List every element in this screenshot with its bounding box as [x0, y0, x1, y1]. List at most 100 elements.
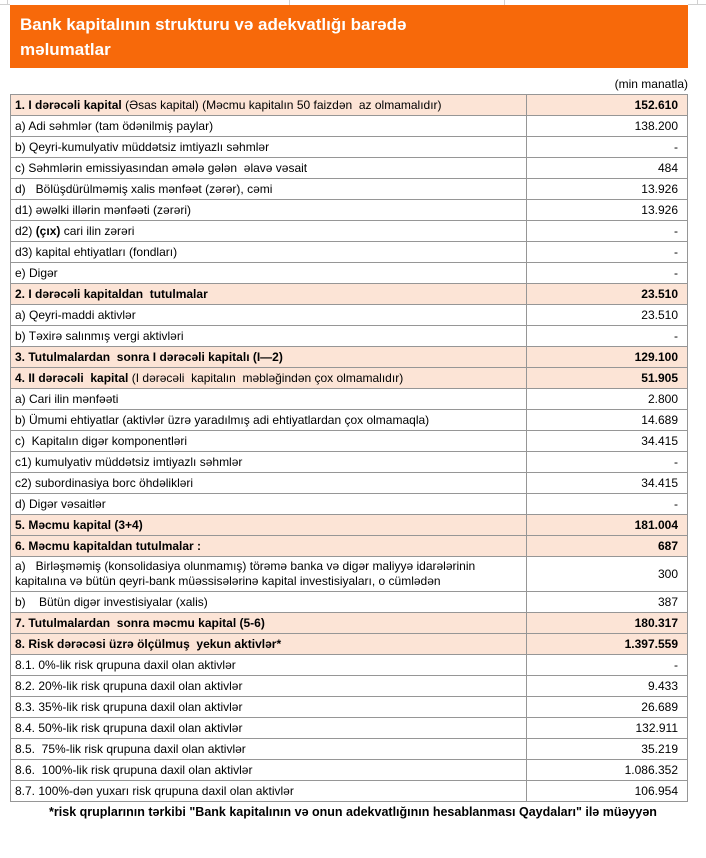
table-row: e) Digər - [11, 263, 687, 284]
row-label: 8.1. 0%-lik risk qrupuna daxil olan akti… [11, 655, 527, 675]
row-label: a) Qeyri-maddi aktivlər [11, 305, 527, 325]
row-value: - [674, 454, 678, 469]
table-row: 7. Tutulmalardan sonra məcmu kapital (5-… [11, 613, 687, 634]
row-label: c2) subordinasiya borc öhdəlikləri [11, 473, 527, 493]
row-value: 1.397.559 [624, 636, 678, 651]
row-value: - [674, 139, 678, 154]
table-row: a) Qeyri-maddi aktivlər 23.510 [11, 305, 687, 326]
row-value: 1.086.352 [624, 762, 678, 777]
grid-line [697, 0, 698, 5]
row-label: 8.4. 50%-lik risk qrupuna daxil olan akt… [11, 718, 527, 738]
row-value: 9.433 [647, 678, 678, 693]
row-value: - [674, 265, 678, 280]
row-value: 51.905 [641, 370, 678, 385]
row-label: b) Ümumi ehtiyatlar (aktivlər üzrə yarad… [11, 410, 527, 430]
row-value: - [674, 244, 678, 259]
capital-table: 1. I dərəcəli kapital (Əsas kapital) (Mə… [10, 94, 688, 802]
page-title-line2: məlumatlar [20, 40, 111, 59]
row-label: 3. Tutulmalardan sonra I dərəcəli kapita… [11, 347, 527, 367]
footnote: *risk qruplarının tərkibi "Bank kapitalı… [49, 805, 657, 819]
row-value: - [674, 657, 678, 672]
row-value: 23.510 [641, 307, 678, 322]
row-value: 26.689 [641, 699, 678, 714]
row-label: c) Səhmlərin emissiyasından əmələ gələn … [11, 158, 527, 178]
row-value: 129.100 [634, 349, 678, 364]
row-label: b) Qeyri-kumulyativ müddətsiz imtiyazlı … [11, 137, 527, 157]
row-value: 152.610 [634, 97, 678, 112]
table-row: c1) kumulyativ müddətsiz imtiyazlı səhml… [11, 452, 687, 473]
row-label: b) Bütün digər investisiyalar (xalis) [11, 592, 527, 612]
row-label: 8.5. 75%-lik risk qrupuna daxil olan akt… [11, 739, 527, 759]
row-label: 8.3. 35%-lik risk qrupuna daxil olan akt… [11, 697, 527, 717]
row-value: 23.510 [641, 286, 678, 301]
row-label: e) Digər [11, 263, 527, 283]
table-row: c) Kapitalın digər komponentləri 34.415 [11, 431, 687, 452]
grid-line [688, 4, 706, 5]
row-label: d3) kapital ehtiyatları (fondları) [11, 242, 527, 262]
row-label: 2. I dərəcəli kapitaldan tutulmalar [11, 284, 527, 304]
grid-line [504, 0, 505, 5]
grid-line [289, 0, 290, 5]
row-label: 8.6. 100%-lik risk qrupuna daxil olan ak… [11, 760, 527, 780]
row-label: b) Təxirə salınmış vergi aktivləri [11, 326, 527, 346]
table-row: 8.6. 100%-lik risk qrupuna daxil olan ak… [11, 760, 687, 781]
row-label: 4. II dərəcəli kapital (I dərəcəli kapit… [11, 368, 527, 388]
row-value: 13.926 [641, 181, 678, 196]
row-value: - [674, 328, 678, 343]
row-label: 8.2. 20%-lik risk qrupuna daxil olan akt… [11, 676, 527, 696]
row-label: c1) kumulyativ müddətsiz imtiyazlı səhml… [11, 452, 527, 472]
page-title: Bank kapitalının strukturu və adekvatlığ… [10, 5, 688, 68]
table-row: 6. Məcmu kapitaldan tutulmalar : 687 [11, 536, 687, 557]
row-label: 7. Tutulmalardan sonra məcmu kapital (5-… [11, 613, 527, 633]
table-row: b) Qeyri-kumulyativ müddətsiz imtiyazlı … [11, 137, 687, 158]
row-label: 8.7. 100%-dən yuxarı risk qrupuna daxil … [11, 781, 527, 801]
row-label: 6. Məcmu kapitaldan tutulmalar : [11, 536, 527, 556]
table-row: b) Təxirə salınmış vergi aktivləri - [11, 326, 687, 347]
row-value: 138.200 [634, 118, 678, 133]
table-row: a) Cari ilin mənfəəti 2.800 [11, 389, 687, 410]
row-label: 1. I dərəcəli kapital (Əsas kapital) (Mə… [11, 95, 527, 115]
table-row: b) Ümumi ehtiyatlar (aktivlər üzrə yarad… [11, 410, 687, 431]
row-value: 35.219 [641, 741, 678, 756]
row-label: a) Cari ilin mənfəəti [11, 389, 527, 409]
row-value: 300 [657, 566, 678, 581]
table-row: 8.5. 75%-lik risk qrupuna daxil olan akt… [11, 739, 687, 760]
page-title-line1: Bank kapitalının strukturu və adekvatlığ… [20, 15, 407, 34]
row-value: 13.926 [641, 202, 678, 217]
row-value: 180.317 [634, 615, 678, 630]
table-row: d3) kapital ehtiyatları (fondları) - [11, 242, 687, 263]
table-row: d) Digər vəsaitlər - [11, 494, 687, 515]
row-label: a) Birləşməmiş (konsolidasiya olunmamış)… [11, 557, 527, 591]
row-value: 14.689 [641, 412, 678, 427]
row-value: 2.800 [647, 391, 678, 406]
row-label: d) Bölüşdürülməmiş xalis mənfəət (zərər)… [11, 179, 527, 199]
table-row: a) Birləşməmiş (konsolidasiya olunmamış)… [11, 557, 687, 592]
table-row: 8. Risk dərəcəsi üzrə ölçülmuş yekun akt… [11, 634, 687, 655]
units-label: (min manatla) [614, 77, 688, 91]
table-row: 8.2. 20%-lik risk qrupuna daxil olan akt… [11, 676, 687, 697]
row-label: 5. Məcmu kapital (3+4) [11, 515, 527, 535]
grid-line [7, 0, 8, 5]
row-label: c) Kapitalın digər komponentləri [11, 431, 527, 451]
table-row: 4. II dərəcəli kapital (I dərəcəli kapit… [11, 368, 687, 389]
table-row: 2. I dərəcəli kapitaldan tutulmalar 23.51… [11, 284, 687, 305]
table-row: b) Bütün digər investisiyalar (xalis) 387 [11, 592, 687, 613]
table-row: d2) (çıx) cari ilin zərəri - [11, 221, 687, 242]
row-value: - [674, 496, 678, 511]
row-value: 181.004 [634, 517, 678, 532]
row-value: 34.415 [641, 433, 678, 448]
row-value: - [674, 223, 678, 238]
table-row: 1. I dərəcəli kapital (Əsas kapital) (Mə… [11, 95, 687, 116]
table-row: 8.7. 100%-dən yuxarı risk qrupuna daxil … [11, 781, 687, 802]
table-row: a) Adi səhmlər (tam ödənilmiş paylar) 138… [11, 116, 687, 137]
row-label: 8. Risk dərəcəsi üzrə ölçülmuş yekun akt… [11, 634, 527, 654]
table-row: d1) əwəlki illərin mənfəəti (zərəri) 13.9… [11, 200, 687, 221]
row-value: 106.954 [634, 783, 678, 798]
table-row: 5. Məcmu kapital (3+4) 181.004 [11, 515, 687, 536]
row-value: 132.911 [635, 720, 679, 735]
row-value: 484 [657, 160, 678, 175]
row-label: d) Digər vəsaitlər [11, 494, 527, 514]
table-row: d) Bölüşdürülməmiş xalis mənfəət (zərər)… [11, 179, 687, 200]
table-row: c2) subordinasiya borc öhdəlikləri 34.415 [11, 473, 687, 494]
row-value: 34.415 [641, 475, 678, 490]
